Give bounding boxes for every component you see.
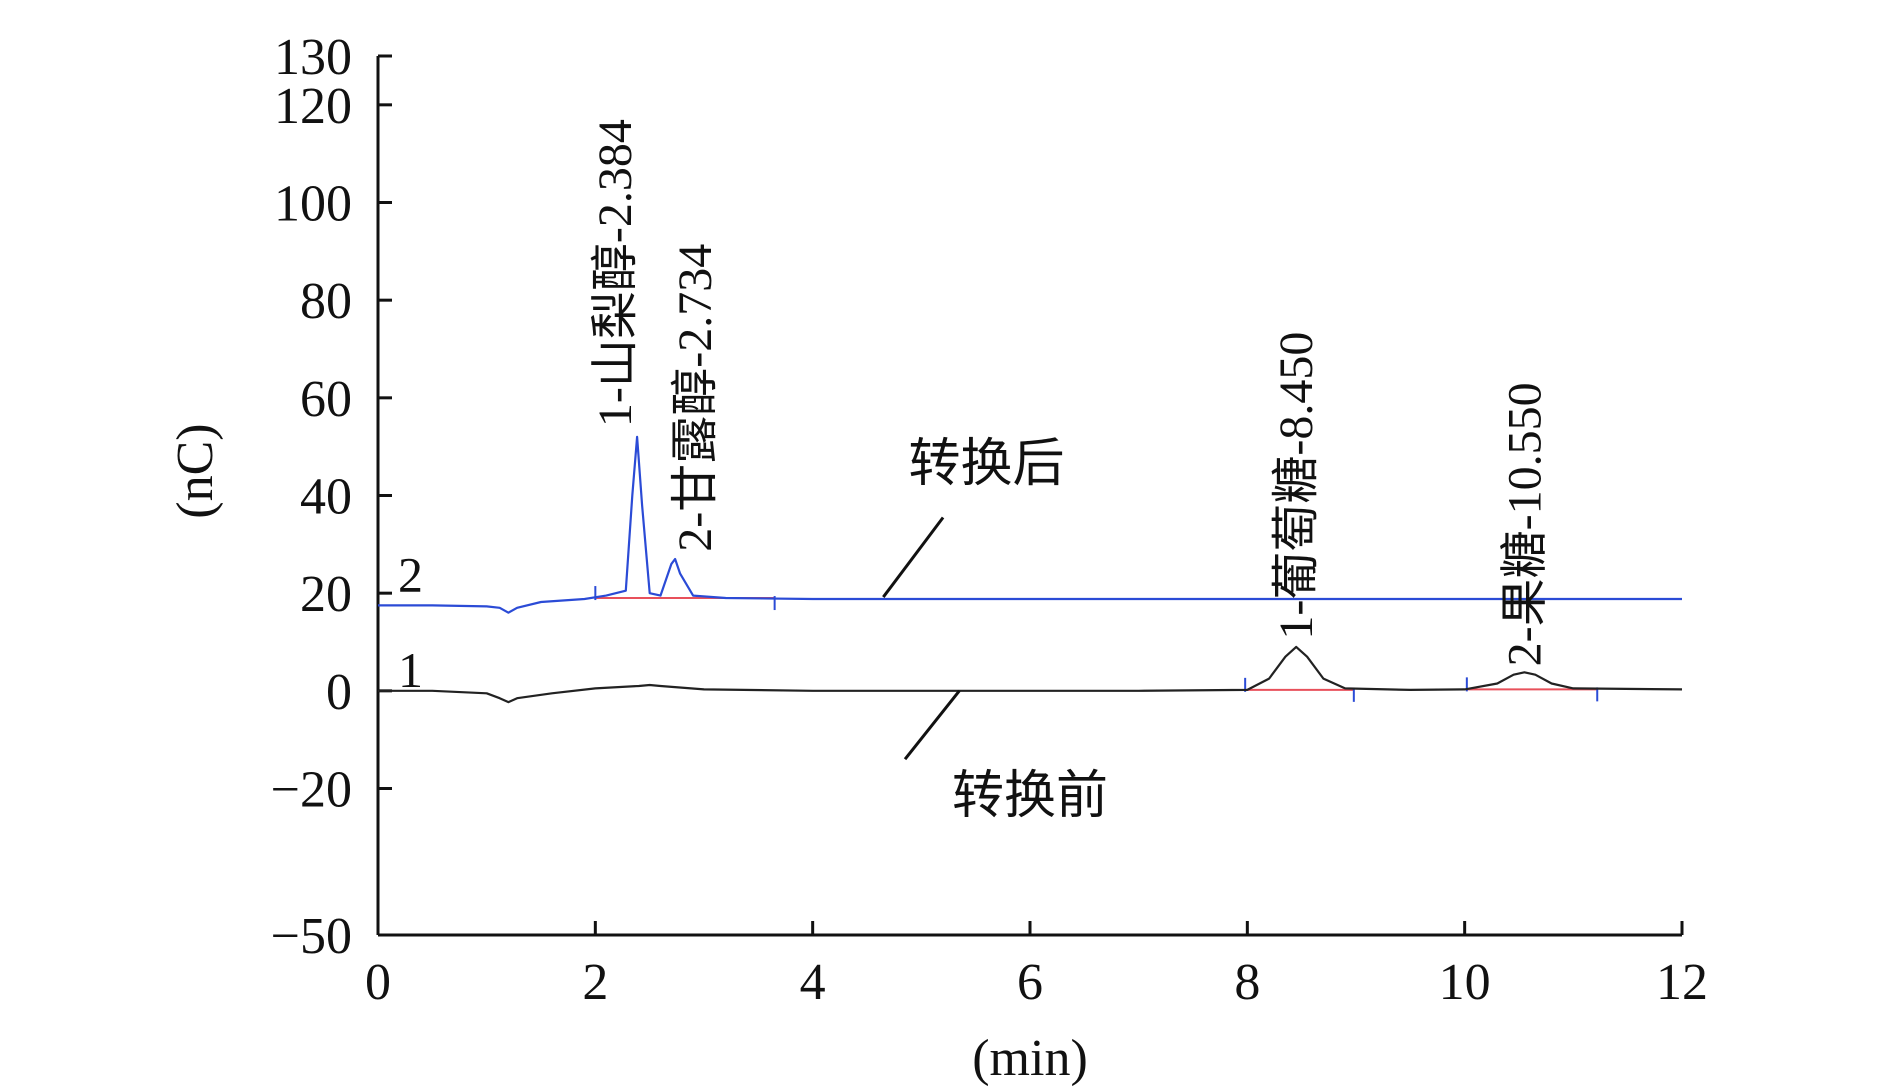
peak-annotation: 2-果糖-10.550 [1498,382,1551,666]
y-tick-label: 120 [274,78,352,135]
traces [378,435,1683,704]
y-tick-label: 60 [300,371,352,428]
axes: 0 2 4 6 8 10 12−50−20020406080100120130(min)(n… [167,29,1708,1087]
y-tick-label: −50 [271,908,352,965]
x-tick-label: 2 [582,954,608,1011]
x-tick-label: 4 [800,954,826,1011]
x-tick-label: 0 [365,954,391,1011]
peak-annotation: 1-山梨醇-2.384 [589,119,642,427]
y-tick-label: 100 [274,176,352,233]
x-axis-title: (min) [972,1030,1088,1087]
y-tick-label: 20 [300,566,352,623]
x-tick-label: 12 [1656,954,1708,1011]
x-tick-label: 6 [1017,954,1043,1011]
leader-line-after [882,516,945,598]
trace-number-1: 1 [398,642,423,698]
y-tick-label: 40 [300,469,352,526]
x-tick-label: 10 [1439,954,1491,1011]
y-tick-label: −20 [271,762,352,819]
integration-markers [594,586,1599,702]
leader-line-before [903,689,961,761]
y-axis-title: (nC) [167,423,224,518]
x-tick-label: 8 [1234,954,1260,1011]
y-tick-label: 0 [326,664,352,721]
y-tick-label: 80 [300,273,352,330]
trace-line-1 [378,645,1683,704]
peak-annotation: 2-甘露醇-2.734 [669,244,722,552]
trace-line-2 [378,435,1682,614]
trace-number-2: 2 [398,546,423,602]
y-tick-label: 130 [274,29,352,86]
peak-annotation: 1-葡萄糖-8.450 [1270,332,1323,640]
curve-label-after: 转换后 [909,436,1065,493]
curve-label-before: 转换前 [952,768,1108,825]
